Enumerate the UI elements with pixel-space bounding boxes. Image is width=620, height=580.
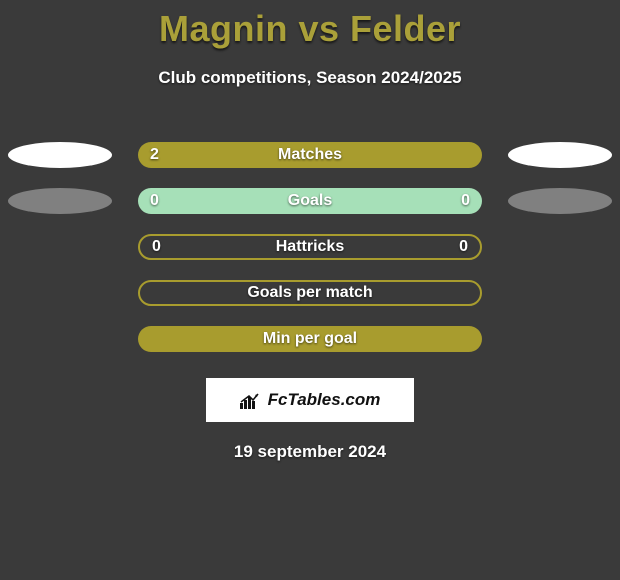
- player-right-marker: [508, 188, 612, 214]
- source-badge: FcTables.com: [206, 378, 414, 422]
- page-title: Magnin vs Felder: [0, 0, 620, 50]
- page-subtitle: Club competitions, Season 2024/2025: [0, 68, 620, 88]
- stat-bar-wrap: Goals per match: [138, 280, 482, 306]
- stat-bar-wrap: 2 Matches: [138, 142, 482, 168]
- stat-rows: 2 Matches 0 0 Goals 0 0 Hattricks Goals per matc…: [0, 132, 620, 362]
- player-right-marker: [508, 142, 612, 168]
- stat-row: 2 Matches: [0, 132, 620, 178]
- stat-value-left: 0: [152, 238, 161, 256]
- stat-value-right: 0: [459, 238, 468, 256]
- stat-row: 0 0 Hattricks: [0, 224, 620, 270]
- stat-label: Goals: [288, 192, 332, 210]
- date-text: 19 september 2024: [0, 442, 620, 462]
- stat-row: Min per goal: [0, 316, 620, 362]
- stat-bar-wrap: 0 0 Hattricks: [138, 234, 482, 260]
- stat-value-left: 0: [150, 192, 159, 210]
- stat-row: Goals per match: [0, 270, 620, 316]
- stat-bar: 2 Matches: [138, 142, 482, 168]
- stat-bar-wrap: Min per goal: [138, 326, 482, 352]
- chart-icon: [240, 391, 262, 409]
- source-badge-text: FcTables.com: [268, 390, 381, 410]
- stat-value-left: 2: [150, 146, 159, 164]
- player-left-marker: [8, 188, 112, 214]
- stat-label: Matches: [278, 146, 342, 164]
- stat-bar-wrap: 0 0 Goals: [138, 188, 482, 214]
- stat-label: Hattricks: [276, 238, 344, 256]
- player-left-marker: [8, 142, 112, 168]
- stat-value-right: 0: [461, 192, 470, 210]
- stat-bar: Min per goal: [138, 326, 482, 352]
- stat-label: Min per goal: [263, 330, 357, 348]
- stat-bar: 0 0 Goals: [138, 188, 482, 214]
- stat-bar: Goals per match: [138, 280, 482, 306]
- stat-bar: 0 0 Hattricks: [138, 234, 482, 260]
- stat-row: 0 0 Goals: [0, 178, 620, 224]
- stat-label: Goals per match: [247, 284, 372, 302]
